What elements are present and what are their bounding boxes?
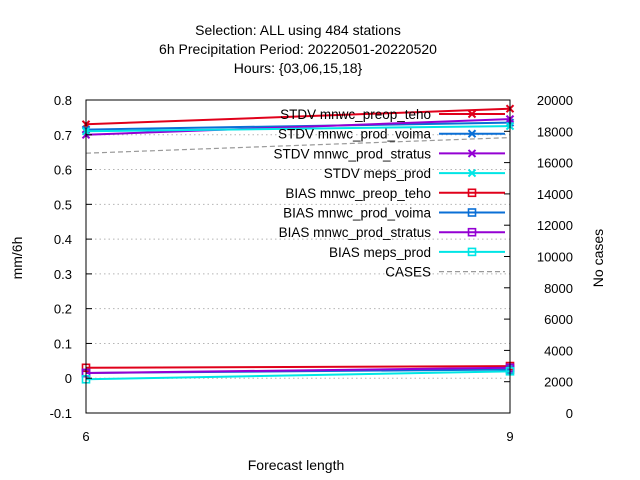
x-tick-label: 6 [82,429,89,444]
series-line-5 [85,365,511,369]
y2-tick-label: 16000 [537,156,573,171]
series-line-3 [85,118,511,136]
axis-ticks: -0.1 0 0.1 0.2 0.3 0.4 0.5 0.6 0.7 0.8 0 2000 4000 60… [50,93,573,444]
grid-lines [86,134,510,379]
legend-label: BIAS meps_prod [329,245,431,260]
legend-marker [467,247,477,257]
chart-title: Selection: ALL using 484 stations 6h Prec… [159,22,437,76]
y-tick-label: 0.3 [54,267,72,282]
y2-tick-label: 4000 [544,343,573,358]
legend-marker [467,109,477,119]
y2-tick-label: 10000 [537,250,573,265]
x-axis-label: Forecast length [248,457,345,473]
y-tick-label: 0.6 [54,163,72,178]
series-line-7 [85,366,511,374]
legend-marker [467,168,477,178]
y-axis-label: mm/6h [9,237,25,280]
legend-label: STDV mnwc_prod_voima [278,127,432,142]
legend-marker [467,208,477,217]
legend-label: STDV mnwc_preop_teho [280,107,431,122]
legend: STDV mnwc_preop_teho STDV mnwc_prod_voima… [273,107,505,280]
y2-tick-label: 12000 [537,218,573,233]
title-line-2: 6h Precipitation Period: 20220501-202205… [159,41,437,57]
legend-marker [467,129,477,138]
legend-label: CASES [385,265,431,280]
series-line-4 [85,125,511,133]
y-tick-label: 0.7 [54,128,72,143]
y-tick-label: -0.1 [50,406,72,421]
y2-axis-label: No cases [590,229,606,287]
y2-tick-label: 14000 [537,187,573,202]
title-line-3: Hours: {03,06,15,18} [234,60,363,76]
y2-tick-label: 20000 [537,93,573,108]
y-tick-label: 0.4 [54,232,72,247]
series-line-8 [85,370,511,381]
y-tick-label: 0.5 [54,197,72,212]
y-tick-label: 0 [65,371,72,386]
title-line-1: Selection: ALL using 484 stations [195,22,401,38]
series-line-9 [85,137,511,154]
series-line-1 [85,107,511,126]
y-tick-label: 0.8 [54,93,72,108]
legend-label: BIAS mnwc_prod_voima [283,206,431,221]
y2-tick-label: 6000 [544,312,573,327]
legend-label: STDV meps_prod [324,166,431,181]
legend-marker [467,227,477,237]
y2-tick-label: 18000 [537,124,573,139]
legend-marker [467,188,477,198]
y2-tick-label: 2000 [544,375,573,390]
y2-tick-label: 0 [566,406,573,421]
series-lines [81,104,515,384]
legend-label: STDV mnwc_prod_stratus [273,146,431,161]
legend-label: BIAS mnwc_preop_teho [285,186,431,201]
x-tick-label: 9 [506,429,513,444]
y-tick-label: 0.2 [54,302,72,317]
legend-marker [467,149,477,158]
y2-tick-label: 8000 [544,281,573,296]
y-tick-label: 0.1 [54,336,72,351]
legend-label: BIAS mnwc_prod_stratus [279,225,432,240]
